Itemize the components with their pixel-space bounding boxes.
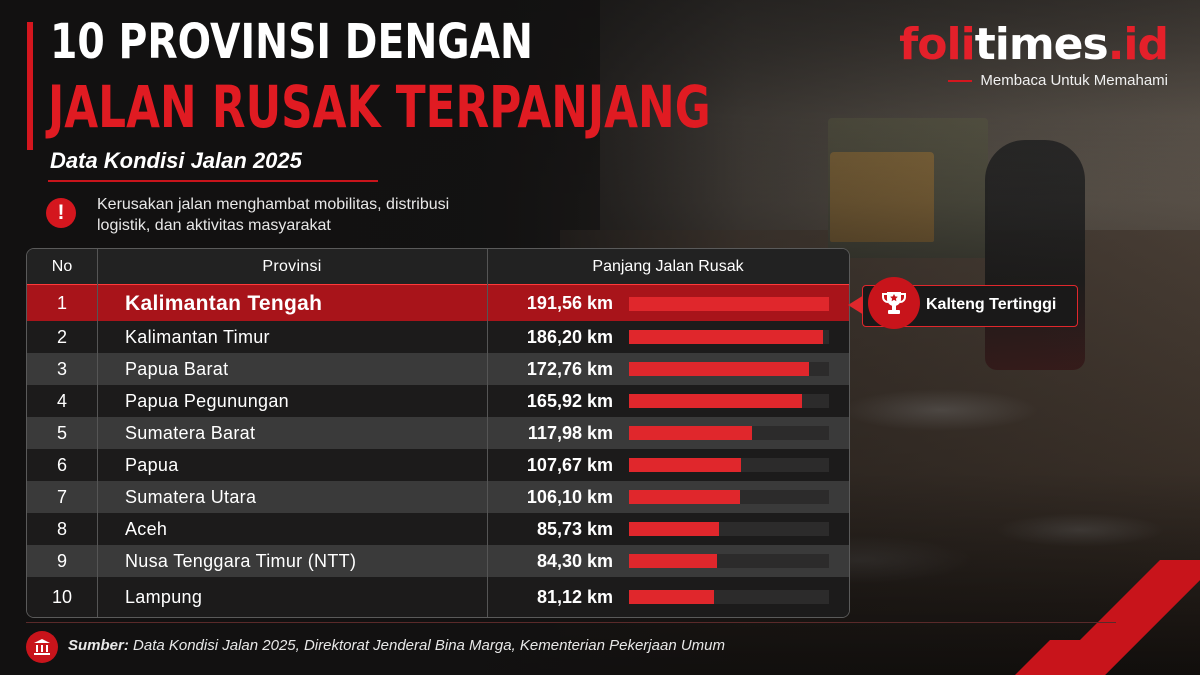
row-province: Papua	[125, 454, 179, 475]
title-accent-bar	[27, 22, 33, 150]
row-number: 1	[56, 293, 67, 313]
row-province: Aceh	[125, 518, 168, 539]
page-subtitle: Data Kondisi Jalan 2025	[50, 148, 302, 173]
brand-logo: folitimes.id Membaca Untuk Memahami	[899, 19, 1169, 90]
row-number: 4	[56, 390, 67, 411]
header-no: No	[51, 257, 73, 275]
subtitle-underline	[48, 180, 378, 182]
trophy-icon	[868, 277, 920, 329]
logo-wordmark: folitimes.id	[899, 19, 1169, 70]
row-length-label: 117,98 km	[527, 422, 613, 443]
intro-note: Kerusakan jalan menghambat mobilitas, di…	[97, 196, 450, 234]
exclamation-icon: !	[46, 198, 76, 228]
row-length-label: 186,20 km	[526, 326, 613, 347]
bar-track	[629, 490, 829, 504]
header-length: Panjang Jalan Rusak	[592, 257, 744, 275]
row-length-label: 172,76 km	[526, 358, 613, 379]
bar	[629, 296, 829, 311]
bar	[629, 426, 752, 440]
callout-label: Kalteng Tertinggi	[926, 296, 1057, 313]
table-row: 10 Lampung 81,12 km	[27, 577, 849, 617]
bar	[629, 330, 823, 344]
province-table: No Provinsi Panjang Jalan Rusak 1 Kaliman…	[26, 248, 850, 618]
row-number: 6	[56, 454, 67, 475]
institution-icon	[26, 631, 58, 663]
callout-arrow	[848, 295, 864, 315]
bar-track	[629, 458, 829, 472]
page-title-line2: JALAN RUSAK TERPANJANG	[48, 73, 711, 141]
bar-track	[629, 394, 829, 408]
logo-part: times	[974, 19, 1109, 70]
logo-tagline-row: Membaca Untuk Memahami	[899, 72, 1168, 89]
column-divider	[97, 249, 98, 617]
row-number: 10	[51, 586, 73, 607]
bar	[629, 490, 740, 504]
row-length-label: 81,12 km	[536, 586, 613, 607]
bar-track	[629, 590, 829, 604]
row-length-label: 165,92 km	[526, 390, 613, 411]
table-row: 7 Sumatera Utara 106,10 km	[27, 481, 849, 513]
row-number: 7	[56, 486, 67, 507]
bar	[629, 458, 741, 472]
bar	[629, 554, 717, 568]
row-length-label: 85,73 km	[536, 518, 613, 539]
bar	[629, 590, 714, 604]
row-length-label: 84,30 km	[536, 550, 613, 571]
row-length-label: 107,67 km	[526, 454, 613, 475]
row-number: 5	[56, 422, 67, 443]
row-province: Lampung	[125, 586, 203, 607]
row-province: Papua Barat	[125, 358, 229, 379]
bar	[629, 394, 802, 408]
bar	[629, 362, 809, 376]
table-row: 8 Aceh 85,73 km	[27, 513, 849, 545]
table-row: 3 Papua Barat 172,76 km	[27, 353, 849, 385]
page-title-line1: 10 PROVINSI DENGAN	[50, 14, 533, 70]
header-province: Provinsi	[262, 257, 322, 275]
source-label: Sumber:	[68, 637, 129, 654]
table-header-row: No Provinsi Panjang Jalan Rusak	[27, 249, 849, 285]
table-row: 6 Papua 107,67 km	[27, 449, 849, 481]
table-row: 9 Nusa Tenggara Timur (NTT) 84,30 km	[27, 545, 849, 577]
row-province: Kalimantan Tengah	[125, 291, 323, 315]
row-number: 3	[56, 358, 67, 379]
bar-track	[629, 362, 829, 376]
bar-track	[629, 554, 829, 568]
source-note: Sumber: Data Kondisi Jalan 2025, Direkto…	[68, 637, 725, 654]
bar-track	[629, 296, 829, 311]
row-province: Papua Pegunungan	[125, 390, 289, 411]
row-length-label: 106,10 km	[526, 486, 613, 507]
row-number: 9	[56, 550, 67, 571]
bar	[629, 522, 719, 536]
row-number: 8	[56, 518, 67, 539]
tagline-rule	[948, 79, 973, 82]
table-row: 5 Sumatera Barat 117,98 km	[27, 417, 849, 449]
bar-track	[629, 426, 829, 440]
logo-part: foli	[899, 19, 976, 70]
footer-rule	[26, 622, 1116, 623]
row-province: Nusa Tenggara Timur (NTT)	[125, 550, 357, 571]
table-row: 2 Kalimantan Timur 186,20 km	[27, 321, 849, 353]
logo-part: .id	[1107, 19, 1169, 70]
row-number: 2	[56, 326, 67, 347]
table-row: 4 Papua Pegunungan 165,92 km	[27, 385, 849, 417]
source-text: Data Kondisi Jalan 2025, Direktorat Jend…	[133, 637, 725, 654]
row-province: Sumatera Utara	[125, 486, 257, 507]
bar-track	[629, 330, 829, 344]
row-province: Kalimantan Timur	[125, 326, 270, 347]
logo-tagline: Membaca Untuk Memahami	[980, 72, 1168, 89]
top-province-callout: Kalteng Tertinggi	[846, 277, 1078, 329]
row-province: Sumatera Barat	[125, 422, 256, 443]
column-divider	[487, 249, 488, 617]
row-length-label: 191,56 km	[526, 293, 613, 313]
table-row: 1 Kalimantan Tengah 191,56 km	[27, 284, 849, 323]
bar-track	[629, 522, 829, 536]
